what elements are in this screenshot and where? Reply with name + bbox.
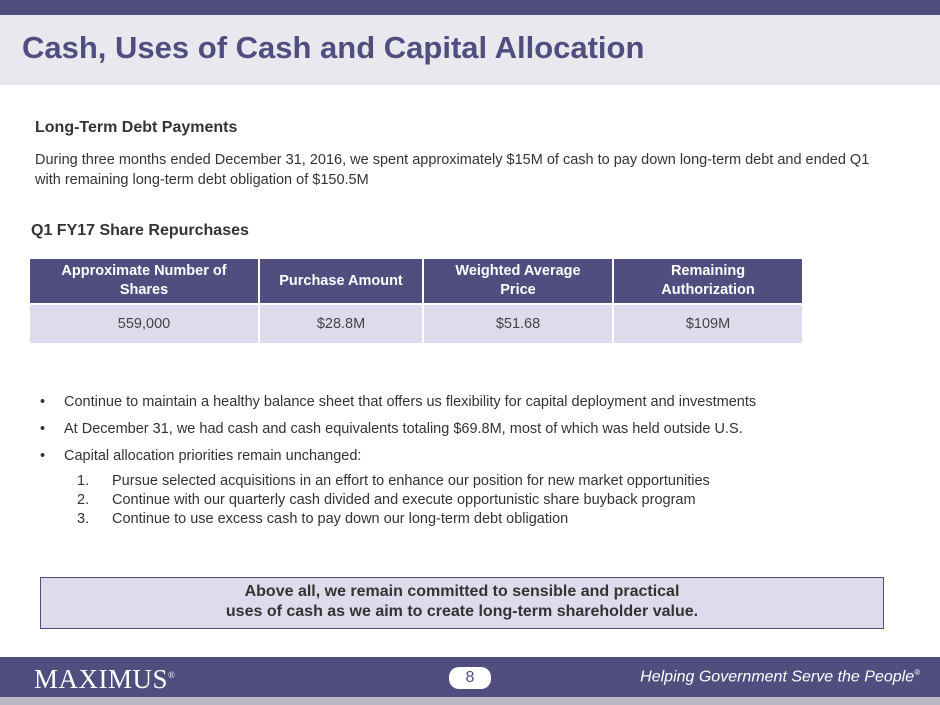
bullet-text: Continue to maintain a healthy balance s… xyxy=(64,394,757,410)
column-header: Weighted Average Price xyxy=(424,259,612,303)
column-header: Purchase Amount xyxy=(260,259,422,303)
logo: MAXIMUS® xyxy=(34,664,175,695)
section-heading: Q1 FY17 Share Repurchases xyxy=(31,222,249,239)
table-cell: $109M xyxy=(614,305,802,343)
column-header: Remaining Authorization xyxy=(614,259,802,303)
logo-text: MAXIMUS xyxy=(34,664,169,694)
column-header: Approximate Number of Shares xyxy=(30,259,258,303)
logo-mark: ® xyxy=(168,670,176,680)
footer-strip xyxy=(0,697,940,705)
bullet-text: Capital allocation priorities remain unc… xyxy=(64,448,362,464)
section-heading: Long-Term Debt Payments xyxy=(35,119,238,136)
callout-box: Above all, we remain committed to sensib… xyxy=(40,577,884,629)
slide-title: Cash, Uses of Cash and Capital Allocatio… xyxy=(22,30,645,65)
item-text: Continue with our quarterly cash divided… xyxy=(112,492,696,508)
item-number: 1. xyxy=(77,473,90,489)
bullet: • Continue to maintain a healthy balance … xyxy=(40,394,757,410)
tagline-text: Helping Government Serve the People xyxy=(640,668,915,686)
page-number: 8 xyxy=(449,667,491,689)
item-number: 2. xyxy=(77,492,90,508)
item-number: 3. xyxy=(77,511,90,527)
table-cell: $28.8M xyxy=(260,305,422,343)
repurchase-table: Approximate Number of Shares Purchase Am… xyxy=(28,257,804,345)
bullet: • At December 31, we had cash and cash eq… xyxy=(40,421,743,437)
top-bar xyxy=(0,0,940,15)
bullet: • Capital allocation priorities remain un… xyxy=(40,448,362,464)
bullet-text: At December 31, we had cash and cash equ… xyxy=(64,421,743,437)
tagline: Helping Government Serve the People® xyxy=(640,668,920,686)
tagline-mark: ® xyxy=(914,668,920,677)
numbered-item: 1. Pursue selected acquisitions in an eff… xyxy=(77,473,710,489)
callout-line: uses of cash as we aim to create long-te… xyxy=(225,603,699,620)
numbered-item: 2. Continue with our quarterly cash divid… xyxy=(77,492,696,508)
paragraph: During three months ended December 31, 2… xyxy=(35,152,870,188)
table-cell: $51.68 xyxy=(424,305,612,343)
title-band xyxy=(0,15,940,85)
numbered-item: 3. Continue to use excess cash to pay dow… xyxy=(77,511,568,527)
item-text: Continue to use excess cash to pay down … xyxy=(112,511,569,527)
item-text: Pursue selected acquisitions in an effor… xyxy=(112,473,710,489)
table-cell: 559,000 xyxy=(30,305,258,343)
callout-line: Above all, we remain committed to sensib… xyxy=(244,583,680,600)
